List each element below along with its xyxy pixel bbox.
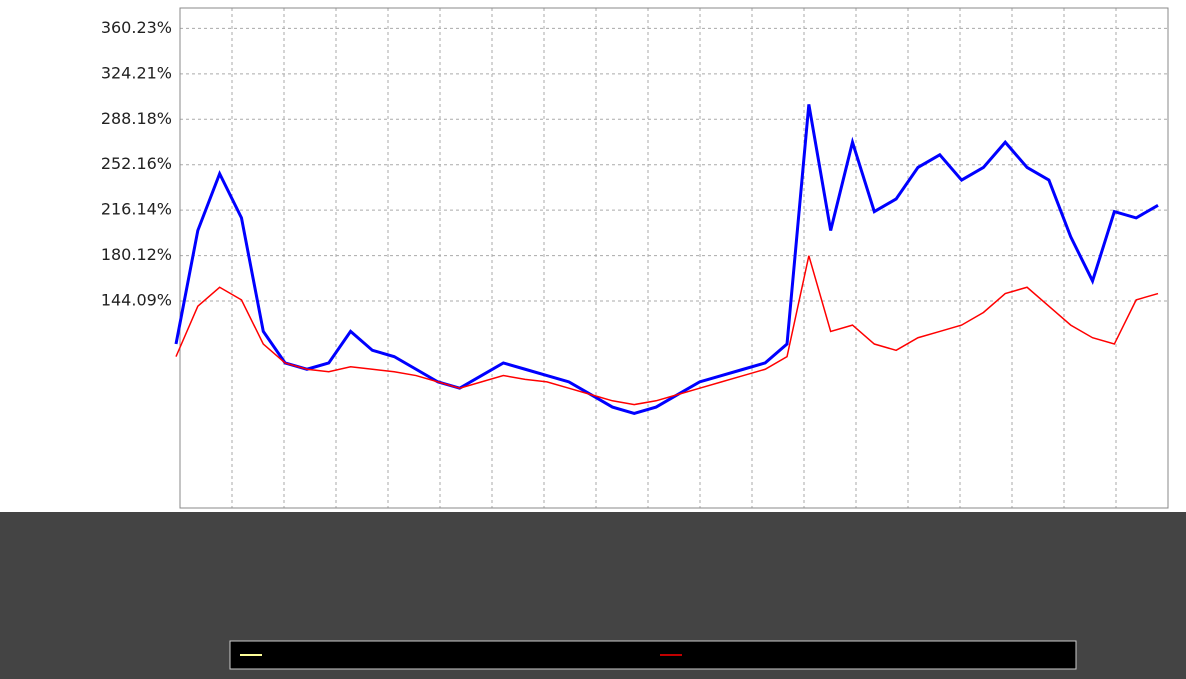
y-tick-label: 360.23% [101,18,172,37]
y-tick-label: 144.09% [101,291,172,310]
y-tick-label: 324.21% [101,63,172,82]
page: 144.09% 180.12% 216.14% 252.16% 288.18% 324.2… [0,0,1186,675]
legend-box [230,641,1076,669]
chart: 144.09% 180.12% 216.14% 252.16% 288.18% 324.2… [0,0,1186,675]
y-tick-label: 252.16% [101,154,172,173]
y-tick-label: 180.12% [101,245,172,264]
y-tick-label: 288.18% [101,109,172,128]
y-tick-label: 216.14% [101,200,172,219]
